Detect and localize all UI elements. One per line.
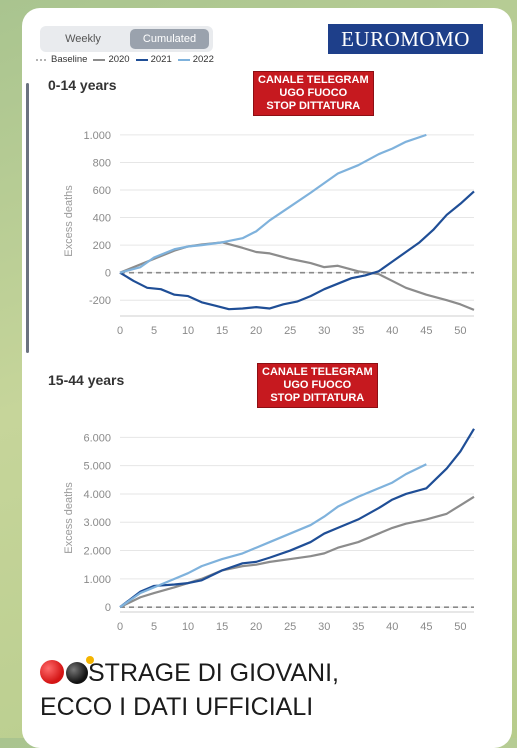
legend-label-2022: 2022 — [192, 54, 214, 65]
weekly-button[interactable]: Weekly — [65, 33, 101, 45]
x-tick-label: 40 — [386, 621, 398, 633]
euromomo-logo: EUROMOMO — [328, 24, 483, 54]
x-tick-label: 5 — [151, 325, 157, 337]
y-tick-label: 600 — [93, 185, 111, 197]
telegram-stamp-bottom: CANALE TELEGRAM UGO FUOCO STOP DITTATURA — [258, 364, 377, 407]
chart-legend: Baseline 2020 2021 2022 — [36, 54, 220, 65]
y-tick-label: -200 — [89, 295, 111, 307]
chart-title-0-14: 0-14 years — [48, 77, 117, 93]
y-tick-label: 0 — [105, 268, 111, 280]
x-tick-label: 5 — [151, 621, 157, 633]
x-tick-label: 0 — [117, 325, 123, 337]
y-tick-label: 6.000 — [83, 432, 111, 444]
cumulated-button[interactable]: Cumulated — [130, 29, 209, 49]
excess-deaths-chart-15-44: 0 1.000 2.000 3.000 4.000 5.000 6.000 0 5 10 15 20 2… — [63, 428, 475, 633]
y-tick-label: 200 — [93, 240, 111, 252]
scroll-indicator — [26, 83, 29, 353]
legend-label-2020: 2020 — [108, 54, 130, 65]
legend-swatch-2021 — [135, 58, 148, 61]
red-circle-icon — [40, 660, 64, 684]
series-line-2022 — [119, 463, 427, 609]
x-tick-label: 30 — [318, 621, 330, 633]
x-tick-label: 30 — [318, 325, 330, 337]
legend-swatch-baseline — [36, 58, 48, 61]
y-tick-label: 1.000 — [83, 130, 111, 142]
legend-swatch-2022 — [177, 58, 190, 61]
legend-item-2020: 2020 — [93, 54, 130, 65]
post-card: Weekly Cumulated Baseline 2020 2021 2022… — [22, 8, 512, 748]
x-tick-label: 20 — [250, 621, 262, 633]
chart-title-15-44: 15-44 years — [48, 372, 125, 388]
x-tick-label: 45 — [420, 621, 432, 633]
y-tick-label: 0 — [105, 602, 111, 614]
y-tick-label: 400 — [93, 213, 111, 225]
series-line-2022 — [119, 133, 427, 274]
y-tick-label: 800 — [93, 157, 111, 169]
x-tick-label: 50 — [454, 621, 466, 633]
x-tick-label: 20 — [250, 325, 262, 337]
stamp-line-2: UGO FUOCO — [279, 87, 348, 99]
y-tick-label: 5.000 — [83, 461, 111, 473]
stamp-line-3: STOP DITTATURA — [266, 100, 361, 112]
stamp-line-1: CANALE TELEGRAM — [258, 74, 369, 86]
x-tick-label: 10 — [182, 325, 194, 337]
y-tick-label: 1.000 — [83, 574, 111, 586]
x-tick-label: 25 — [284, 621, 296, 633]
legend-item-baseline: Baseline — [36, 54, 87, 65]
x-tick-label: 25 — [284, 325, 296, 337]
x-tick-label: 15 — [216, 325, 228, 337]
y-tick-label: 3.000 — [83, 517, 111, 529]
caption-line-2: ECCO I DATI UFFICIALI — [40, 693, 314, 721]
caption-line-1: STRAGE DI GIOVANI, — [88, 659, 339, 687]
legend-item-2022: 2022 — [177, 54, 214, 65]
series-line-2021 — [119, 428, 475, 609]
telegram-stamp-top: CANALE TELEGRAM UGO FUOCO STOP DITTATURA — [254, 72, 373, 115]
bomb-icon — [66, 656, 94, 684]
stamp-line-1: CANALE TELEGRAM — [262, 366, 373, 378]
post-caption: STRAGE DI GIOVANI, ECCO I DATI UFFICIALI — [40, 656, 500, 724]
series-line-2020 — [119, 495, 475, 609]
x-tick-label: 40 — [386, 325, 398, 337]
stamp-line-2: UGO FUOCO — [283, 379, 352, 391]
series-line-2021 — [119, 190, 475, 311]
x-tick-label: 45 — [420, 325, 432, 337]
legend-item-2021: 2021 — [135, 54, 172, 65]
x-tick-label: 0 — [117, 621, 123, 633]
view-toggle: Weekly Cumulated — [40, 26, 213, 52]
stamp-line-3: STOP DITTATURA — [270, 392, 365, 404]
x-tick-label: 35 — [352, 325, 364, 337]
y-axis-label: Excess deaths — [63, 482, 75, 554]
x-tick-label: 50 — [454, 325, 466, 337]
y-axis-label: Excess deaths — [63, 185, 75, 257]
legend-swatch-2020 — [93, 58, 106, 61]
x-tick-label: 35 — [352, 621, 364, 633]
y-tick-label: 2.000 — [83, 546, 111, 558]
legend-label-2021: 2021 — [150, 54, 172, 65]
x-tick-label: 10 — [182, 621, 194, 633]
x-tick-label: 15 — [216, 621, 228, 633]
y-tick-label: 4.000 — [83, 489, 111, 501]
legend-label-baseline: Baseline — [51, 54, 88, 65]
excess-deaths-chart-0-14: -200 0 200 400 600 800 1.000 0 5 10 15 20 25 30 35 40 45… — [63, 130, 475, 337]
